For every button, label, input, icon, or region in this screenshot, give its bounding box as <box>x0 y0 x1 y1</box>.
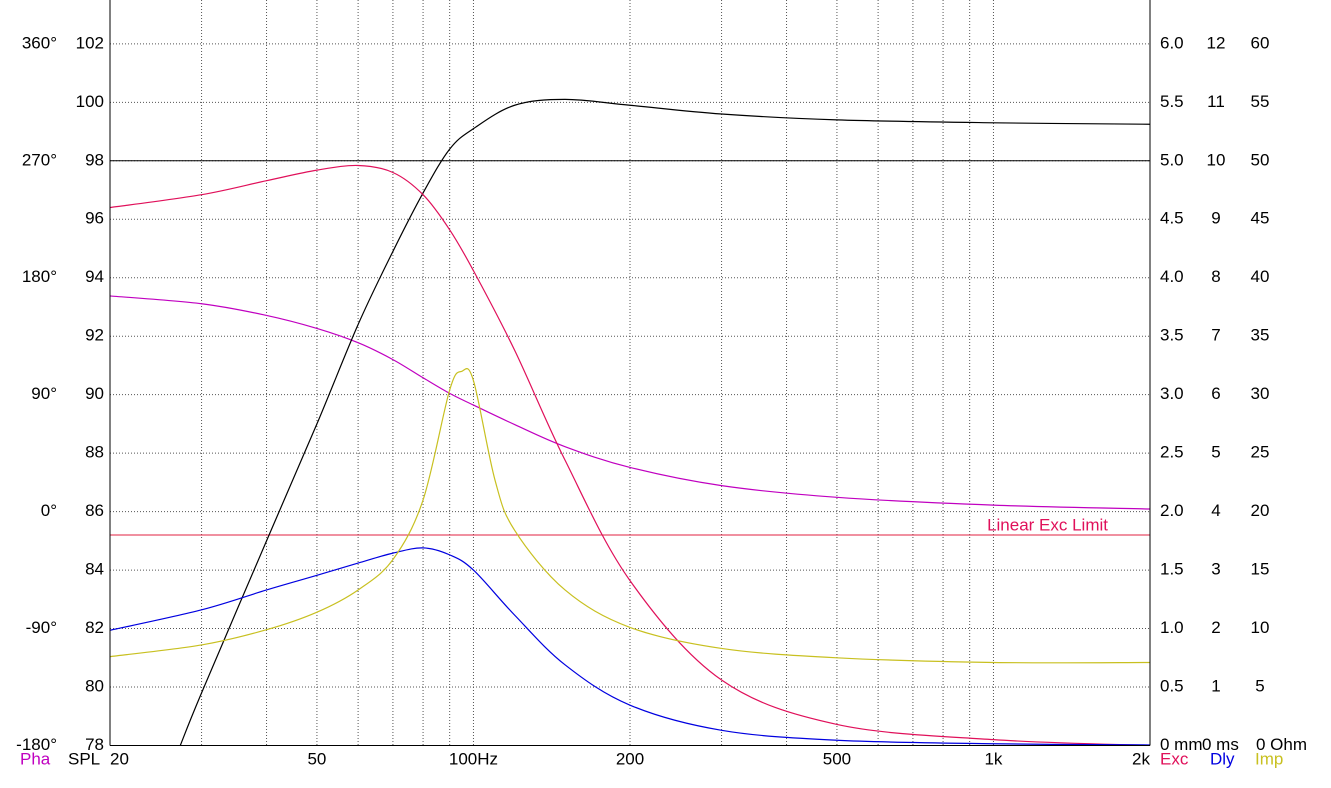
curves <box>110 98 1150 746</box>
y-tick-label: 0.5 <box>1160 677 1184 696</box>
y-tick-label: 80 <box>85 677 104 696</box>
axis-name: SPL <box>68 749 100 768</box>
y-tick-label: 90 <box>85 384 104 403</box>
axis-name: Imp <box>1255 749 1283 768</box>
y-tick-label: 50 <box>1251 150 1270 169</box>
y-tick-label: 60 <box>1251 33 1270 52</box>
y-tick-label: 4.0 <box>1160 267 1184 286</box>
y-tick-label: 8 <box>1211 267 1220 286</box>
y-tick-label: 3.0 <box>1160 384 1184 403</box>
y-tick-label: 20 <box>1251 501 1270 520</box>
curve <box>179 98 1150 746</box>
y-tick-label: 2 <box>1211 618 1220 637</box>
y-tick-label: 78 <box>85 735 104 754</box>
y-tick-label: 96 <box>85 209 104 228</box>
y-tick-label: 1.5 <box>1160 560 1184 579</box>
x-tick-label: 500 <box>823 749 851 768</box>
y-tick-label: 84 <box>85 560 104 579</box>
y-tick-label: 7 <box>1211 326 1220 345</box>
y-tick-label: 9 <box>1211 209 1220 228</box>
axis-name: Exc <box>1160 749 1189 768</box>
y-tick-label: 3.5 <box>1160 326 1184 345</box>
y-tick-label: 90° <box>31 384 57 403</box>
curve <box>110 367 1150 664</box>
y-tick-label: 360° <box>22 33 57 52</box>
x-tick-label: 200 <box>616 749 644 768</box>
y-tick-label: 0 ms <box>1202 735 1239 754</box>
y-tick-label: 102 <box>76 33 104 52</box>
y-tick-label: 40 <box>1251 267 1270 286</box>
y-tick-label: -180° <box>16 735 57 754</box>
y-tick-label: 10 <box>1251 618 1270 637</box>
curve <box>110 164 1150 746</box>
y-tick-label: 1 <box>1211 677 1220 696</box>
y-tick-label: 4 <box>1211 501 1220 520</box>
y-tick-label: 3 <box>1211 560 1220 579</box>
y-tick-label: 2.5 <box>1160 443 1184 462</box>
y-tick-label: 98 <box>85 150 104 169</box>
y-tick-label: 94 <box>85 267 104 286</box>
x-tick-label: 1k <box>984 749 1002 768</box>
grid <box>110 0 1150 746</box>
y-tick-label: 270° <box>22 150 57 169</box>
y-tick-label: 15 <box>1251 560 1270 579</box>
y-tick-label: 12 <box>1207 33 1226 52</box>
y-tick-label: 1.0 <box>1160 618 1184 637</box>
y-tick-label: 45 <box>1251 209 1270 228</box>
y-tick-label: 11 <box>1207 92 1225 111</box>
y-tick-label: 5.5 <box>1160 92 1184 111</box>
y-tick-label: 5.0 <box>1160 150 1184 169</box>
y-tick-label: 0 mm <box>1160 735 1203 754</box>
y-tick-label: 0° <box>41 501 57 520</box>
y-tick-label: 180° <box>22 267 57 286</box>
x-tick-label: 100Hz <box>449 749 498 768</box>
limit-label: Linear Exc Limit <box>987 515 1108 534</box>
labels: 20 50 100Hz 200 500 1k 2k Pha-180° -90° 0° 90° 180°… <box>16 33 1307 768</box>
y-tick-label: 2.0 <box>1160 501 1184 520</box>
y-tick-label: 5 <box>1255 677 1264 696</box>
x-tick-label: 20 <box>110 749 129 768</box>
y-tick-label: 88 <box>85 443 104 462</box>
y-tick-label: -90° <box>26 618 57 637</box>
y-tick-label: 100 <box>76 92 104 111</box>
axis-name: Dly <box>1210 749 1235 768</box>
x-tick-label: 50 <box>307 749 326 768</box>
y-tick-label: 4.5 <box>1160 209 1184 228</box>
curve <box>110 547 1150 746</box>
y-tick-label: 55 <box>1251 92 1270 111</box>
y-tick-label: 25 <box>1251 443 1270 462</box>
y-tick-label: 6 <box>1211 384 1220 403</box>
y-tick-label: 35 <box>1251 326 1270 345</box>
y-tick-label: 6.0 <box>1160 33 1184 52</box>
y-tick-label: 82 <box>85 618 104 637</box>
x-tick-label: 2k <box>1132 749 1150 768</box>
y-tick-label: 10 <box>1207 150 1226 169</box>
y-tick-label: 30 <box>1251 384 1270 403</box>
curve <box>110 295 1150 510</box>
y-tick-label: 92 <box>85 326 104 345</box>
axis-name: Pha <box>20 749 51 768</box>
y-tick-label: 5 <box>1211 443 1220 462</box>
y-tick-label: 86 <box>85 501 104 520</box>
y-tick-label: 0 Ohm <box>1256 735 1307 754</box>
